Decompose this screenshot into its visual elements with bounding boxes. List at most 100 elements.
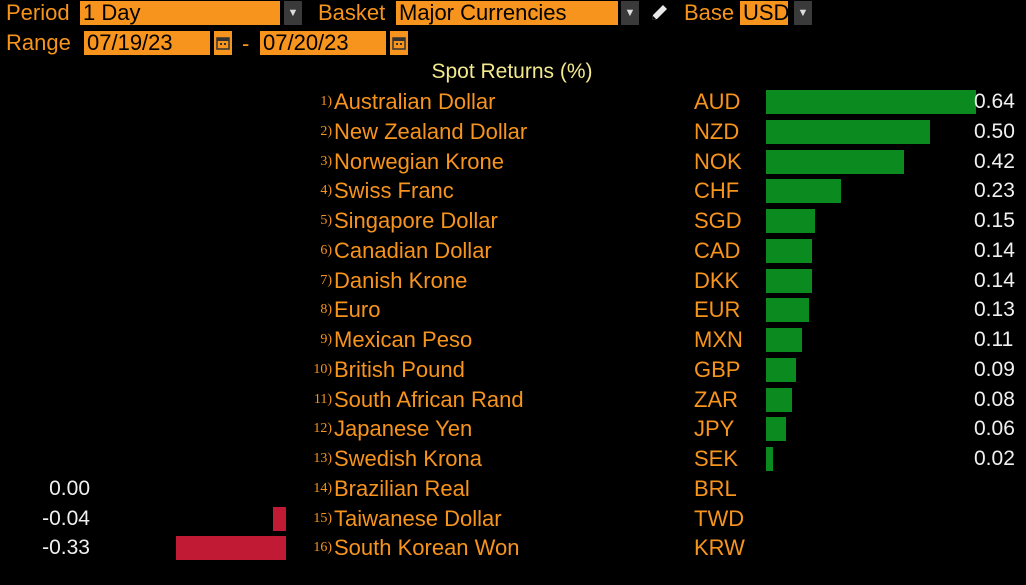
currency-code: TWD xyxy=(694,505,745,531)
range-label: Range xyxy=(6,30,71,55)
range-end-calendar-icon[interactable] xyxy=(390,31,408,55)
basket-label: Basket xyxy=(318,0,386,25)
row-rank: 5) xyxy=(320,213,332,228)
currency-name: Brazilian Real xyxy=(334,475,470,501)
chart-row[interactable]: 6) Canadian Dollar CAD 0.14 xyxy=(0,238,1026,268)
bar-value-label: -0.33 xyxy=(42,536,90,560)
chart-row[interactable]: 3) Norwegian Krone NOK 0.42 xyxy=(0,149,1026,179)
bar-value-label: 0.23 xyxy=(974,179,1015,203)
period-dropdown-arrow-icon[interactable]: ▼ xyxy=(284,1,302,25)
chart-row[interactable]: 13) Swedish Krona SEK 0.02 xyxy=(0,446,1026,476)
bar-positive xyxy=(766,179,842,204)
currency-code: CHF xyxy=(694,178,740,204)
bar-value-label: 0.64 xyxy=(974,90,1015,113)
pencil-icon[interactable] xyxy=(648,2,670,24)
currency-name: Norwegian Krone xyxy=(334,148,504,174)
bar-value-label: 0.09 xyxy=(974,357,1015,381)
currency-code: CAD xyxy=(694,237,741,263)
currency-name: Taiwanese Dollar xyxy=(334,505,502,531)
chart-row[interactable]: 12) Japanese Yen JPY 0.06 xyxy=(0,416,1026,446)
bar-positive xyxy=(766,357,796,382)
bar-positive xyxy=(766,238,812,263)
row-rank: 4) xyxy=(320,183,332,199)
currency-code: GBP xyxy=(694,356,741,382)
currency-name: Swedish Krona xyxy=(334,446,482,471)
chart-row[interactable]: 11) South African Rand ZAR 0.08 xyxy=(0,387,1026,417)
bar-positive xyxy=(766,447,773,471)
row-rank: 16) xyxy=(313,540,332,556)
bar-value-label: 0.08 xyxy=(974,387,1015,411)
chart-row[interactable]: 7) Danish Krone DKK 0.14 xyxy=(0,268,1026,298)
bar-positive xyxy=(766,268,812,293)
currency-code: DKK xyxy=(694,267,740,293)
base-dropdown-arrow-icon[interactable]: ▼ xyxy=(794,1,812,25)
bar-value-label: 0.50 xyxy=(974,119,1015,143)
row-rank: 6) xyxy=(320,242,332,258)
currency-name: Euro xyxy=(334,297,381,323)
bar-positive xyxy=(766,387,793,412)
bar-value-label: 0.14 xyxy=(974,238,1015,262)
base-label: Base xyxy=(684,0,735,25)
range-end-input[interactable]: 07/20/23 xyxy=(260,31,386,55)
range-start-calendar-icon[interactable] xyxy=(214,31,232,55)
bar-positive xyxy=(766,149,904,174)
chart-row[interactable]: 2) New Zealand Dollar NZD 0.50 xyxy=(0,119,1026,149)
chart-title: Spot Returns (%) xyxy=(431,60,593,83)
currency-name: Japanese Yen xyxy=(334,416,473,442)
row-rank: 11) xyxy=(313,391,332,407)
currency-code: NZD xyxy=(694,118,740,144)
currency-name: Mexican Peso xyxy=(334,327,473,352)
bar-value-label: 0.42 xyxy=(974,149,1015,173)
chart-row[interactable]: 10) British Pound GBP 0.09 xyxy=(0,357,1026,387)
bar-value-label: 0.13 xyxy=(974,298,1015,322)
base-select[interactable]: USD xyxy=(740,1,789,25)
period-label: Period xyxy=(6,0,70,25)
row-rank: 8) xyxy=(320,302,332,318)
bar-positive xyxy=(766,119,931,144)
currency-code: KRW xyxy=(694,535,745,561)
row-rank: 14) xyxy=(313,480,332,496)
chart-row[interactable]: 15) Taiwanese Dollar TWD -0.04 xyxy=(0,506,1026,536)
bar-positive xyxy=(766,328,803,352)
row-rank: 12) xyxy=(313,421,332,437)
bar-value-label: 0.00 xyxy=(49,476,90,500)
currency-code: BRL xyxy=(694,475,737,501)
row-rank: 13) xyxy=(313,451,332,466)
chart-row[interactable]: 1) Australian Dollar AUD 0.64 xyxy=(0,89,1026,119)
period-select[interactable]: 1 Day xyxy=(80,1,280,25)
currency-code: SEK xyxy=(694,446,739,471)
chart-row[interactable]: 14) Brazilian Real BRL 0.00 xyxy=(0,476,1026,506)
currency-code: ZAR xyxy=(694,386,738,412)
bar-value-label: 0.06 xyxy=(974,417,1015,441)
currency-name: British Pound xyxy=(334,356,465,382)
currency-name: Danish Krone xyxy=(334,267,468,293)
currency-name: Canadian Dollar xyxy=(334,237,492,263)
bar-positive xyxy=(766,417,786,442)
currency-code: EUR xyxy=(694,297,741,323)
bar-value-label: 0.11 xyxy=(974,328,1014,351)
bar-positive xyxy=(766,209,816,233)
basket-select[interactable]: Major Currencies xyxy=(396,1,618,25)
range-separator: - xyxy=(242,31,250,56)
chart-row[interactable]: 9) Mexican Peso MXN 0.11 xyxy=(0,327,1026,357)
currency-code: SGD xyxy=(694,208,742,233)
row-rank: 15) xyxy=(313,510,332,526)
chart-row[interactable]: 4) Swiss Franc CHF 0.23 xyxy=(0,178,1026,208)
bar-positive xyxy=(766,298,809,323)
currency-name: South Korean Won xyxy=(334,535,520,561)
chart-row[interactable]: 5) Singapore Dollar SGD 0.15 xyxy=(0,208,1026,238)
currency-name: Singapore Dollar xyxy=(334,208,498,233)
bar-negative xyxy=(272,506,286,531)
chart-row[interactable]: 16) South Korean Won KRW -0.33 xyxy=(0,535,1026,565)
chart-row[interactable]: 8) Euro EUR 0.13 xyxy=(0,297,1026,327)
basket-dropdown-arrow-icon[interactable]: ▼ xyxy=(621,1,639,25)
range-start-input[interactable]: 07/19/23 xyxy=(84,31,210,55)
row-rank: 1) xyxy=(320,94,332,109)
currency-name: South African Rand xyxy=(334,386,524,412)
bar-value-label: -0.04 xyxy=(42,506,90,530)
currency-name: Australian Dollar xyxy=(334,89,496,114)
currency-name: New Zealand Dollar xyxy=(334,118,528,144)
row-rank: 2) xyxy=(320,123,332,139)
currency-code: MXN xyxy=(694,327,743,352)
bar-value-label: 0.15 xyxy=(974,209,1015,232)
